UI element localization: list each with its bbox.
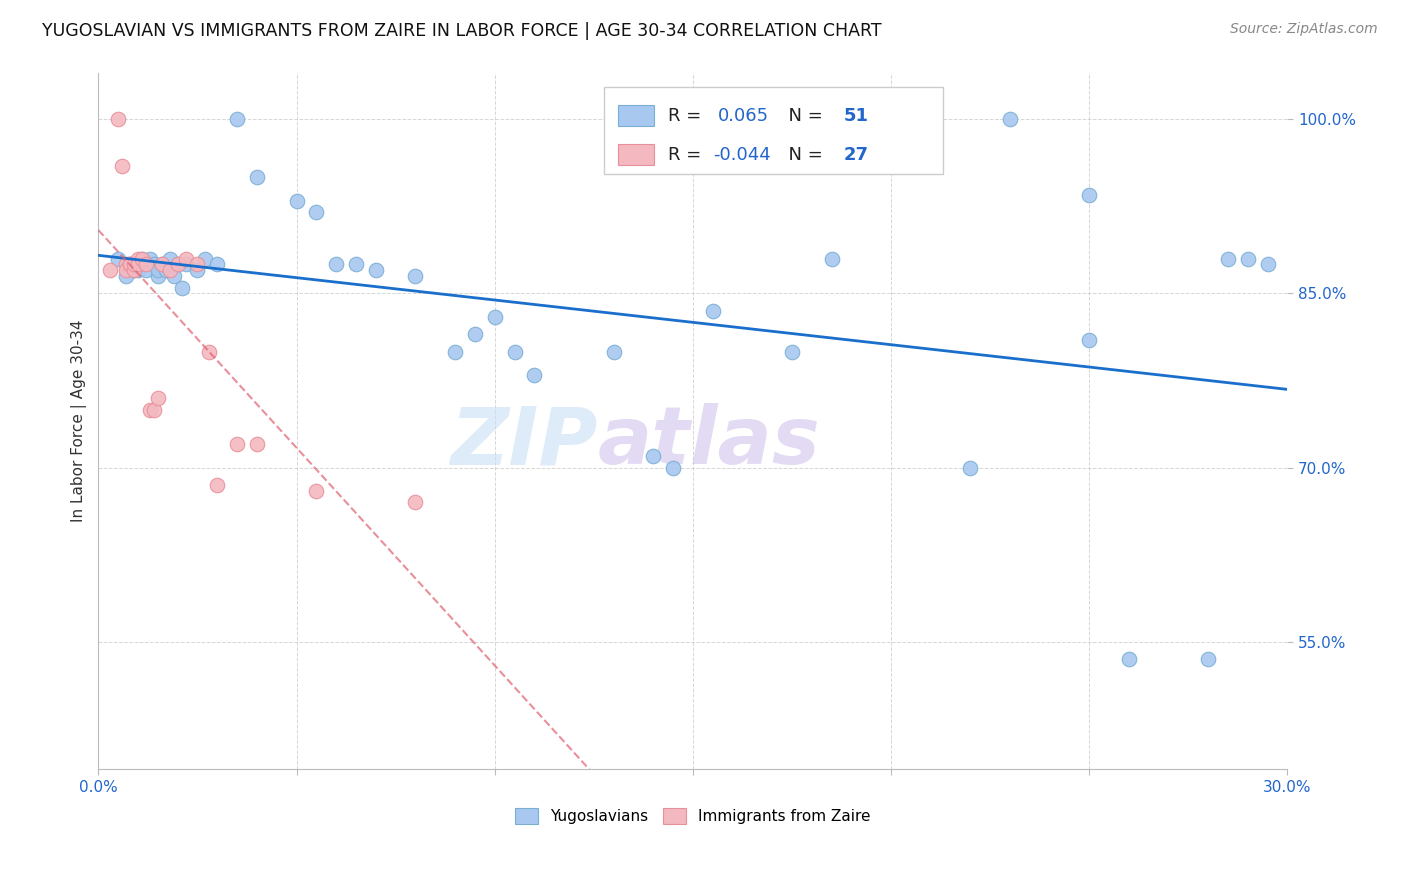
Yugoslavians [325,257,347,271]
Yugoslavians [484,310,506,324]
Immigrants from Zaire [139,402,162,417]
Yugoslavians [146,269,169,284]
Yugoslavians [174,257,197,271]
Text: N =: N = [778,145,828,164]
Yugoslavians [139,252,162,266]
Yugoslavians [120,257,142,271]
Y-axis label: In Labor Force | Age 30-34: In Labor Force | Age 30-34 [72,320,87,523]
Yugoslavians [344,257,367,271]
Immigrants from Zaire [111,159,134,173]
Immigrants from Zaire [186,257,208,271]
Yugoslavians [146,263,169,277]
Yugoslavians [246,170,269,185]
Yugoslavians [444,344,467,359]
Yugoslavians [207,257,229,271]
Immigrants from Zaire [142,402,165,417]
Yugoslavians [122,263,145,277]
Immigrants from Zaire [122,263,145,277]
Immigrants from Zaire [120,257,142,271]
Yugoslavians [115,269,138,284]
Yugoslavians [135,263,157,277]
Yugoslavians [1078,333,1101,347]
Immigrants from Zaire [127,257,149,271]
Yugoslavians [107,252,129,266]
Yugoslavians [305,205,328,219]
Text: Source: ZipAtlas.com: Source: ZipAtlas.com [1230,22,1378,37]
Text: R =: R = [668,107,713,125]
Yugoslavians [285,194,308,208]
Immigrants from Zaire [166,257,188,271]
Bar [603,87,942,174]
Text: ZIP: ZIP [450,403,598,481]
Yugoslavians [1197,652,1219,666]
Yugoslavians [959,460,981,475]
Immigrants from Zaire [404,495,426,509]
Text: 27: 27 [844,145,869,164]
Immigrants from Zaire [107,112,129,127]
Immigrants from Zaire [146,391,169,405]
Immigrants from Zaire [198,344,221,359]
Immigrants from Zaire [120,257,142,271]
Yugoslavians [163,269,186,284]
Yugoslavians [170,281,193,295]
Yugoslavians [1216,252,1239,266]
Immigrants from Zaire [305,483,328,498]
Yugoslavians [1236,252,1258,266]
Yugoslavians [998,112,1021,127]
Yugoslavians [142,257,165,271]
Bar [619,105,654,126]
Immigrants from Zaire [226,437,249,451]
Yugoslavians [127,257,149,271]
Yugoslavians [166,257,188,271]
Yugoslavians [643,449,665,463]
Immigrants from Zaire [174,252,197,266]
Yugoslavians [159,252,181,266]
Yugoslavians [226,112,249,127]
Immigrants from Zaire [207,478,229,492]
Yugoslavians [194,252,217,266]
Text: atlas: atlas [598,403,821,481]
Immigrants from Zaire [127,252,149,266]
Yugoslavians [820,252,842,266]
Immigrants from Zaire [122,257,145,271]
Text: R =: R = [668,145,707,164]
Text: 51: 51 [844,107,869,125]
Yugoslavians [1257,257,1279,271]
Immigrants from Zaire [131,252,153,266]
Text: 0.065: 0.065 [718,107,769,125]
Yugoslavians [155,263,177,277]
Yugoslavians [464,327,486,342]
Yugoslavians [135,257,157,271]
Immigrants from Zaire [246,437,269,451]
Yugoslavians [150,257,173,271]
Yugoslavians [702,304,724,318]
Yugoslavians [131,252,153,266]
Text: YUGOSLAVIAN VS IMMIGRANTS FROM ZAIRE IN LABOR FORCE | AGE 30-34 CORRELATION CHAR: YUGOSLAVIAN VS IMMIGRANTS FROM ZAIRE IN … [42,22,882,40]
Legend: Yugoslavians, Immigrants from Zaire: Yugoslavians, Immigrants from Zaire [515,808,870,824]
Text: -0.044: -0.044 [713,145,770,164]
Yugoslavians [364,263,387,277]
Yugoslavians [780,344,803,359]
Immigrants from Zaire [98,263,121,277]
Yugoslavians [404,269,426,284]
Yugoslavians [186,263,208,277]
Immigrants from Zaire [115,257,138,271]
Bar [619,145,654,165]
Yugoslavians [1078,187,1101,202]
Yugoslavians [602,344,624,359]
Yugoslavians [1118,652,1140,666]
Immigrants from Zaire [159,263,181,277]
Yugoslavians [523,368,546,382]
Yugoslavians [662,460,685,475]
Yugoslavians [127,263,149,277]
Immigrants from Zaire [115,263,138,277]
Immigrants from Zaire [150,257,173,271]
Text: N =: N = [778,107,828,125]
Immigrants from Zaire [135,257,157,271]
Yugoslavians [503,344,526,359]
